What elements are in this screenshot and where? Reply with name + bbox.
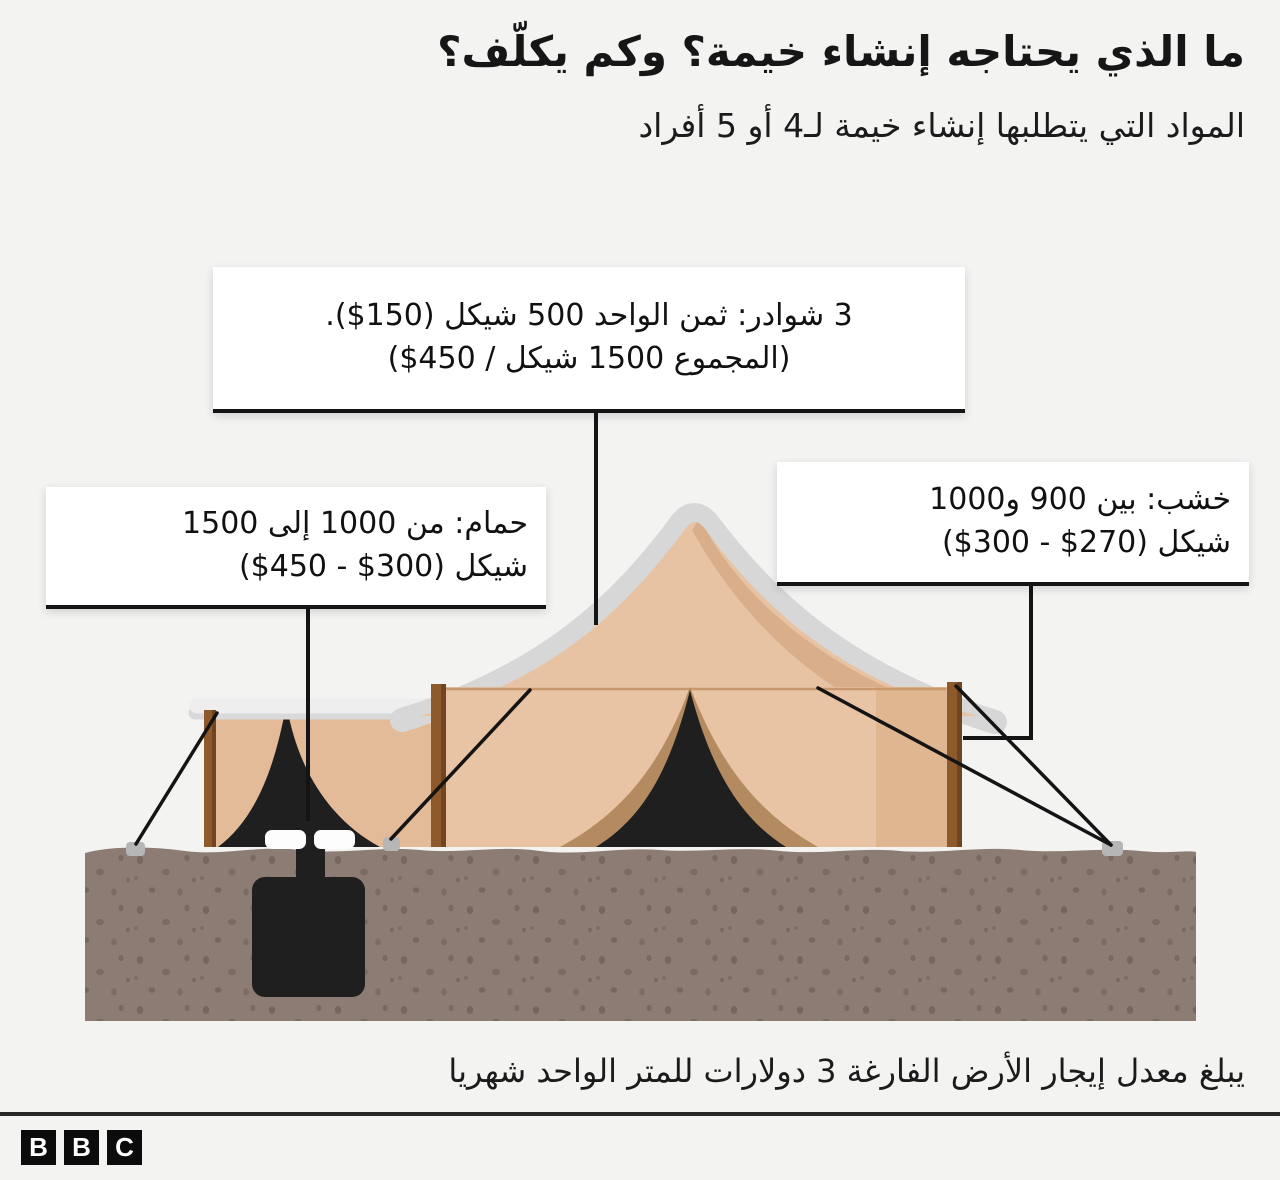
callout-wood: خشب: بين 900 و1000 شيكل ⁦($300 - $270)⁩ [777,462,1249,586]
toilet-footrest-right [314,830,355,849]
rope-main-right-inner [816,686,1113,847]
callout-tarps: 3 شوادر: ثمن الواحد 500 شيكل ⁦($150)⁩. (… [213,267,965,413]
bbc-logo-letter: B [21,1130,56,1165]
footnote: يبلغ معدل إيجار الأرض الفارغة 3 دولارات … [448,1052,1245,1090]
stake-middle [383,837,400,851]
toilet-footrest-left [265,830,306,849]
callout-bathroom: حمام: من 1000 إلى 1500 شيكل ⁦($450 - $30… [46,487,546,609]
wood-pole-main-left [431,684,446,847]
septic-tank [252,877,365,997]
main-entrance-opening [596,690,786,847]
callout-wood-line2: شيكل ⁦($300 - $270)⁩ [941,525,1231,560]
wood-pole-small-left [204,710,216,847]
rope-main-left [389,688,532,841]
callout-bathroom-line1: حمام: من 1000 إلى 1500 [182,506,528,542]
guy-ropes [134,684,1113,847]
callout-connectors [306,411,1033,821]
callout-bathroom-line2: شيكل ⁦($450 - $300)⁩ [238,549,528,584]
main-tent-wall-corner [876,687,948,847]
ground-speckles [85,847,1196,1021]
bathroom-tent-opening [218,706,380,847]
bbc-logo: B B C [21,1130,142,1165]
stake-left [126,842,145,856]
bbc-logo-letter: C [107,1130,142,1165]
main-tarp-gray [390,503,1007,734]
main-tent-roof-fold [692,522,962,716]
rope-main-right-outer [954,684,1113,847]
callout-tarps-line2: (المجموع 1500 شيكل / ⁦$450⁩) [387,341,791,376]
callout-tarps-line1: 3 شوادر: ثمن الواحد 500 شيكل ⁦($150)⁩. [325,298,853,334]
page-title: ما الذي يحتاجه إنشاء خيمة؟ وكم يكلّف؟ [437,27,1245,76]
bbc-logo-letter: B [64,1130,99,1165]
callout-wood-line1: خشب: بين 900 و1000 [929,482,1231,518]
footer-divider [0,1112,1280,1116]
rope-small-tent [134,711,219,846]
connector-wood [963,584,1033,740]
page-subtitle: المواد التي يتطلبها إنشاء خيمة لـ4 أو 5 … [638,106,1245,145]
